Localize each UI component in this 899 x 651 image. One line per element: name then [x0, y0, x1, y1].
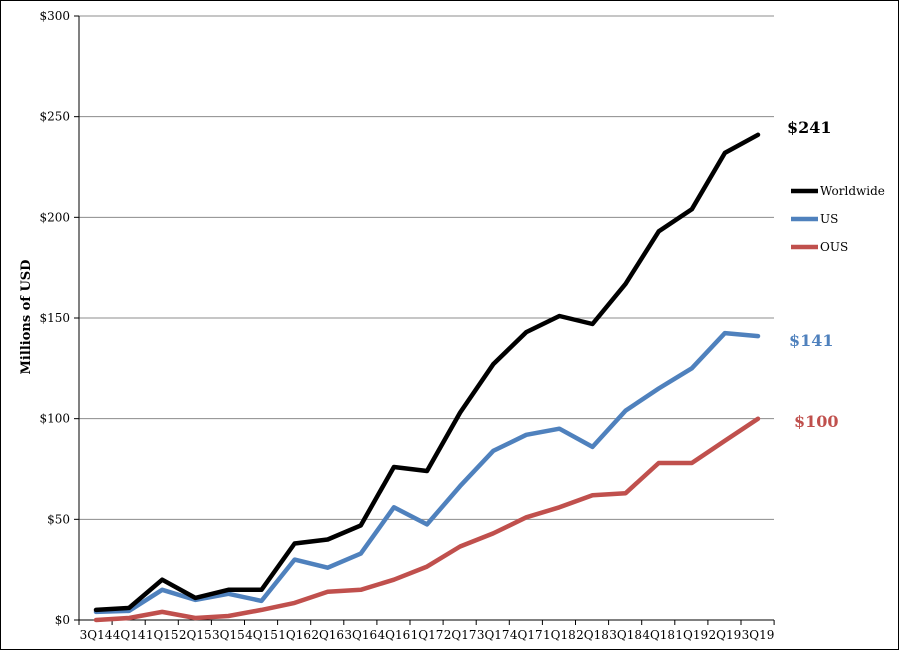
- y-axis-ticks: $0 $50 $100 $150 $200 $250 $300: [39, 9, 79, 627]
- series-lines: [93, 132, 761, 623]
- series-line-worldwide: [93, 132, 761, 613]
- legend: Worldwide US OUS: [791, 184, 885, 254]
- y-tick-label: $250: [39, 110, 70, 124]
- x-tick-label: 1Q17: [411, 628, 444, 642]
- y-tick-label: $150: [39, 311, 70, 325]
- x-tick-label: 3Q17: [477, 628, 510, 642]
- legend-label-us: US: [820, 212, 838, 226]
- y-tick-label: $200: [39, 210, 70, 224]
- y-tick-label: $0: [55, 613, 70, 627]
- legend-label-ous: OUS: [820, 240, 848, 254]
- end-labels: $241 $141 $100: [787, 118, 839, 431]
- x-tick-label: 4Q17: [510, 628, 543, 642]
- x-tick-label: 2Q18: [576, 628, 609, 642]
- x-tick-label: 3Q15: [212, 628, 245, 642]
- x-tick-label: 4Q14: [113, 628, 146, 642]
- x-tick-label: 4Q16: [378, 628, 411, 642]
- end-label-worldwide: $241: [787, 118, 832, 137]
- series-line-ous: [93, 416, 761, 623]
- gridlines: [79, 15, 774, 520]
- x-tick-label: 3Q16: [344, 628, 377, 642]
- y-axis-title: Millions of USD: [19, 260, 34, 375]
- x-axis-ticks: 3Q14 4Q14 1Q15 2Q15 3Q15 4Q15 1Q16 2Q16 3Q16 4Q16…: [78, 620, 775, 642]
- x-tick-label: 1Q15: [146, 628, 179, 642]
- x-tick-label: 1Q16: [278, 628, 311, 642]
- x-tick-label: 2Q16: [311, 628, 344, 642]
- end-label-us: $141: [789, 331, 834, 350]
- x-tick-label: 1Q19: [675, 628, 708, 642]
- x-tick-label: 2Q19: [709, 628, 742, 642]
- x-tick-label: 3Q19: [742, 628, 775, 642]
- end-label-ous: $100: [794, 412, 839, 431]
- x-tick-label: 3Q14: [80, 628, 113, 642]
- x-tick-label: 4Q18: [642, 628, 675, 642]
- x-tick-label: 2Q15: [179, 628, 212, 642]
- y-tick-label: $50: [47, 512, 70, 526]
- legend-label-worldwide: Worldwide: [820, 184, 885, 198]
- series-line-us: [93, 330, 761, 615]
- x-tick-label: 3Q18: [609, 628, 642, 642]
- y-tick-label: $300: [39, 9, 70, 23]
- y-tick-label: $100: [39, 412, 70, 426]
- x-tick-label: 1Q18: [543, 628, 576, 642]
- x-tick-label: 4Q15: [245, 628, 278, 642]
- x-tick-label: 2Q17: [444, 628, 477, 642]
